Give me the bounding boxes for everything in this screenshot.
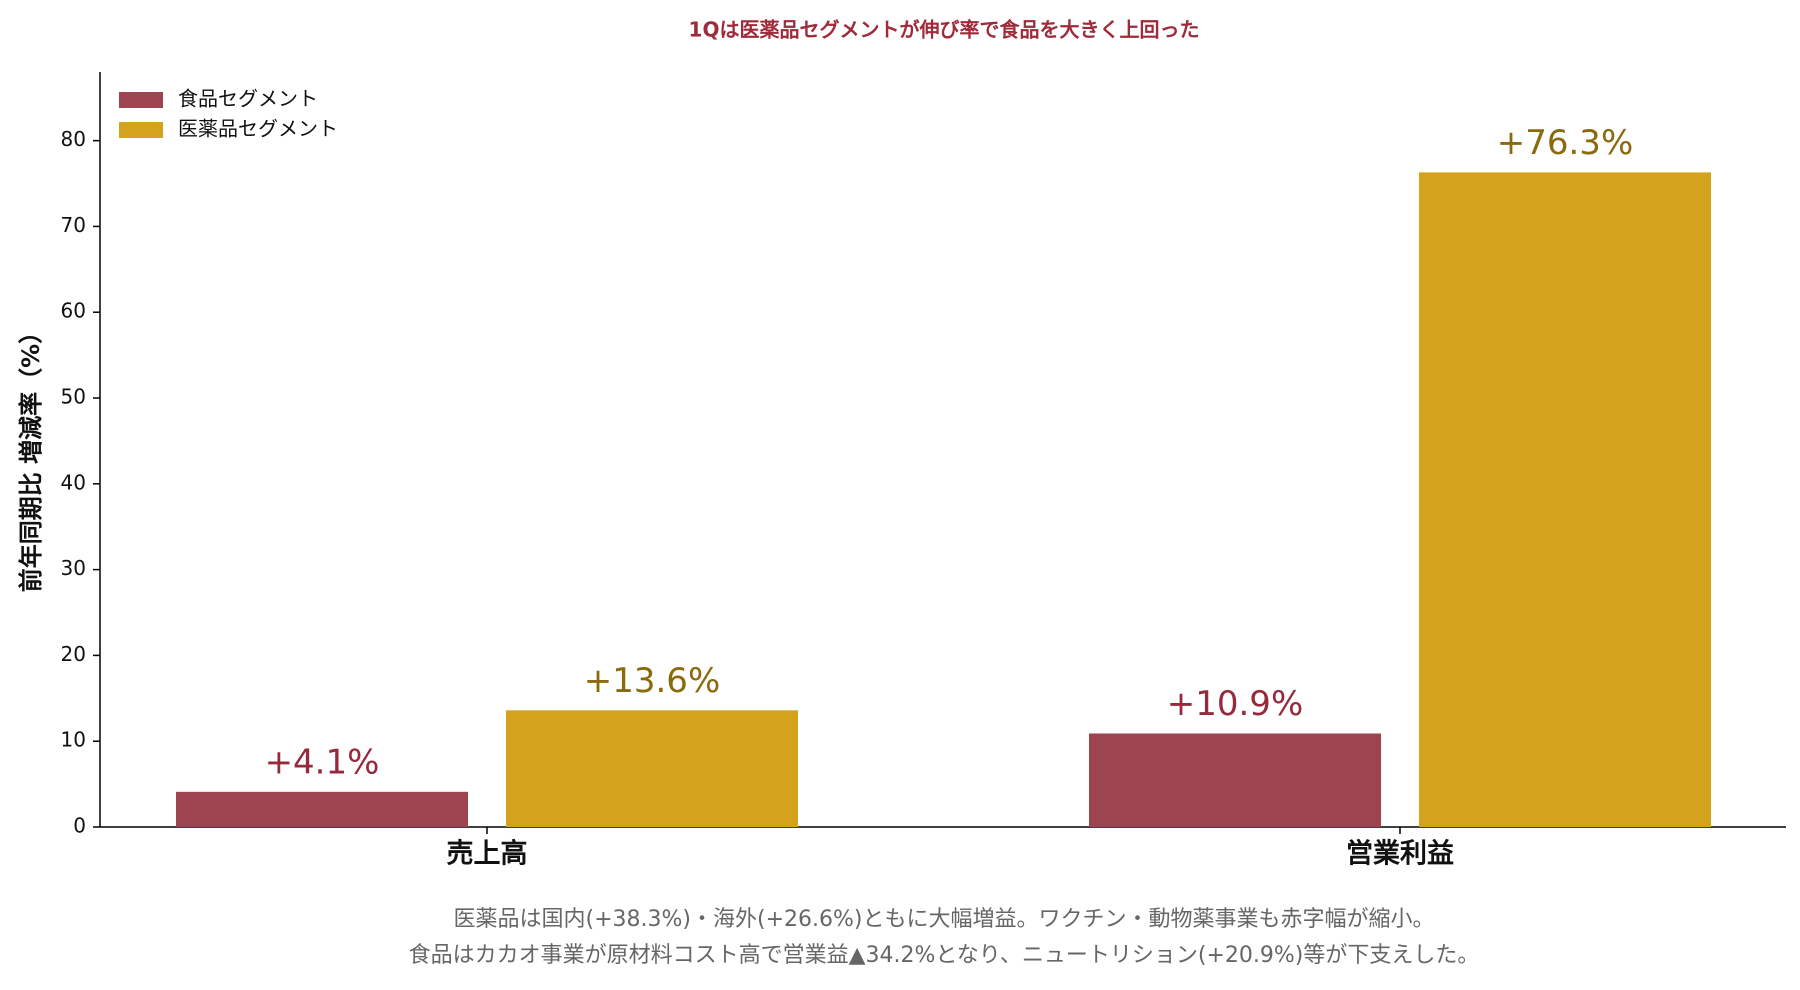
legend-label: 医薬品セグメント [178, 117, 338, 141]
bar [1419, 172, 1711, 827]
value-label: +13.6% [584, 661, 721, 701]
legend-label: 食品セグメント [178, 87, 318, 111]
bar [506, 710, 798, 827]
legend-swatch [119, 122, 163, 138]
legend-swatch [119, 92, 163, 108]
y-tick-label: 80 [61, 127, 86, 151]
x-tick-label: 売上高 [447, 838, 528, 870]
y-axis-label: 前年同期比 増減率（%） [17, 320, 45, 592]
x-tick-label: 営業利益 [1346, 838, 1454, 870]
y-tick-label: 70 [61, 213, 86, 237]
y-tick-label: 10 [61, 728, 86, 752]
chart-title: 1Qは医薬品セグメントが伸び率で食品を大きく上回った [689, 18, 1200, 42]
annotation: 食品はカカオ事業が原材料コスト高で営業益▲34.2%となり、ニュートリション(+… [409, 943, 1480, 968]
y-tick-label: 40 [61, 470, 86, 494]
bar [176, 791, 468, 827]
y-tick-label: 60 [61, 299, 86, 323]
y-tick-label: 0 [73, 814, 86, 838]
value-label: +10.9% [1167, 684, 1304, 724]
value-label: +76.3% [1497, 123, 1634, 163]
y-tick-label: 20 [61, 642, 86, 666]
y-tick-label: 30 [61, 556, 86, 580]
annotation: 医薬品は国内(+38.3%)・海外(+26.6%)ともに大幅増益。ワクチン・動物… [454, 907, 1435, 932]
bar [1089, 733, 1381, 827]
value-label: +4.1% [265, 742, 380, 782]
y-tick-label: 50 [61, 385, 86, 409]
